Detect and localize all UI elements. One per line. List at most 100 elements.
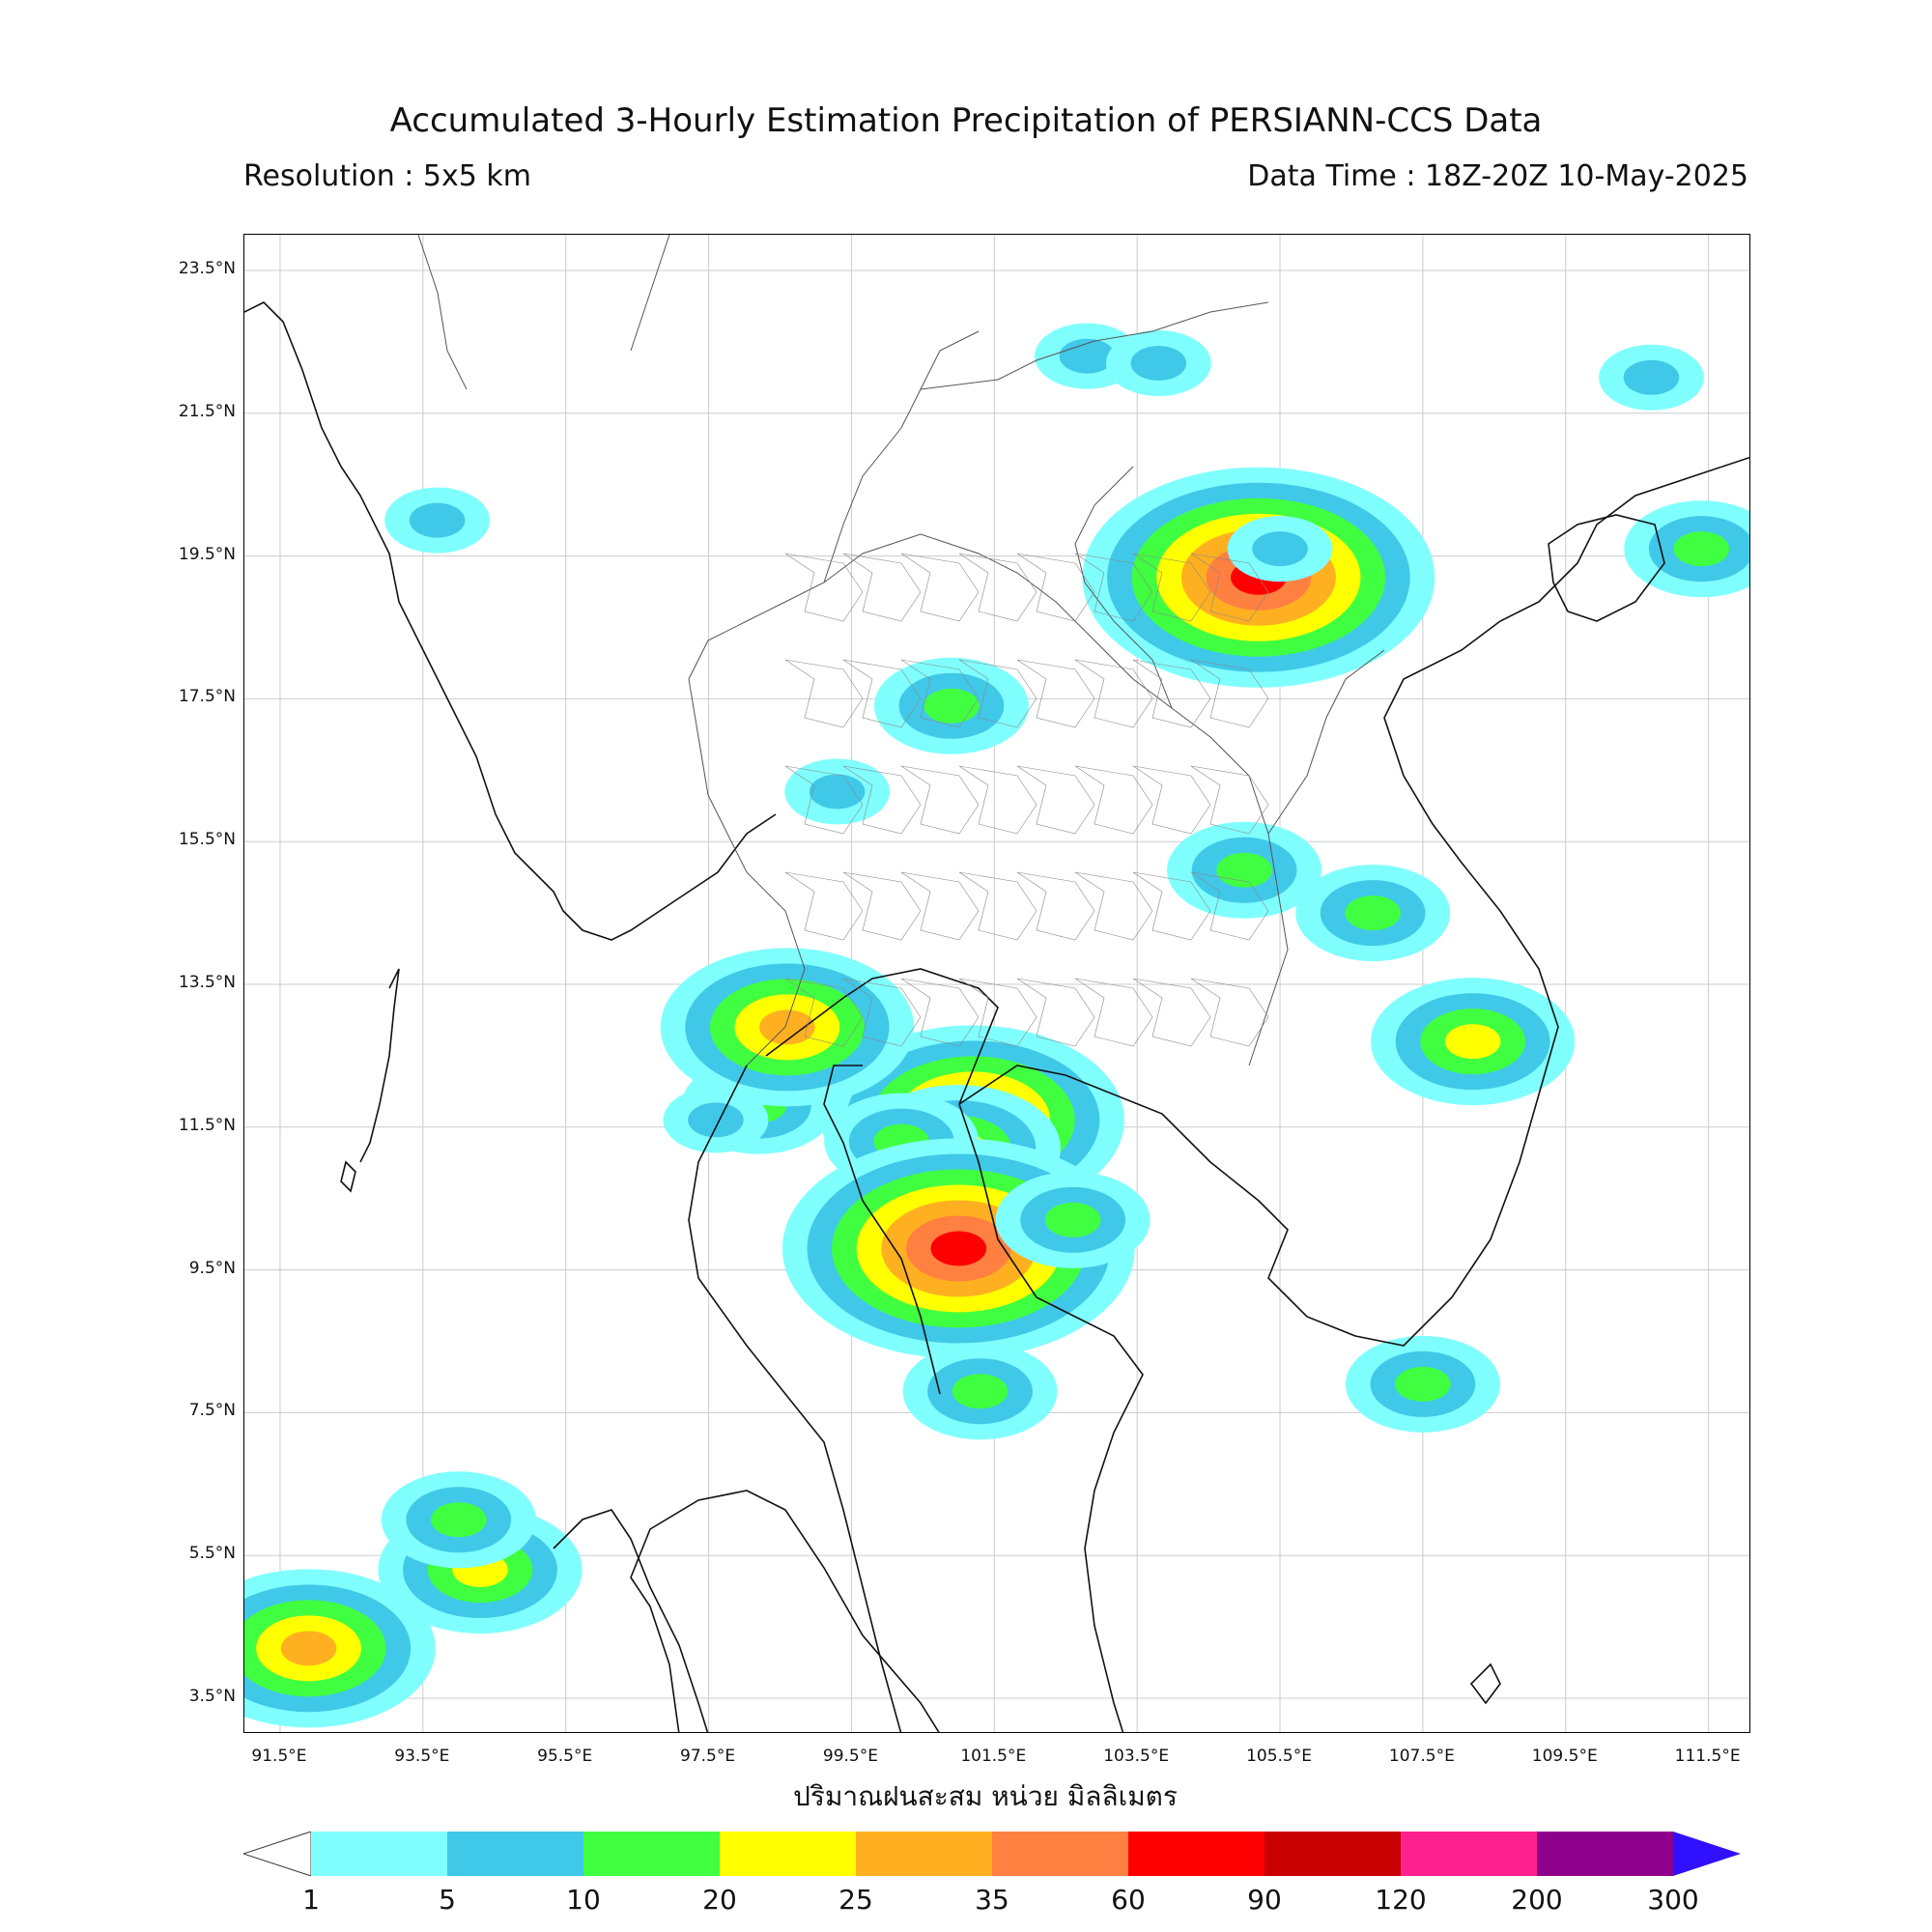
province-boundary xyxy=(900,553,980,622)
precip-cell xyxy=(1624,500,1749,598)
country-borders xyxy=(417,235,1385,1066)
colorbar-tick-label: 200 xyxy=(1511,1884,1563,1916)
province-boundary xyxy=(958,659,1037,728)
lon-tick-label: 107.5°E xyxy=(1388,1747,1455,1766)
precip-cell xyxy=(784,758,891,825)
colorbar-over-arrow xyxy=(1673,1832,1741,1876)
precip-cell xyxy=(1345,1335,1500,1433)
lat-tick-label: 23.5°N xyxy=(178,258,236,278)
colorbar-segment xyxy=(992,1832,1128,1876)
lon-tick-label: 93.5°E xyxy=(394,1747,450,1766)
lon-tick-label: 109.5°E xyxy=(1531,1747,1598,1766)
data-time-label: Data Time : 18Z-20Z 10-May-2025 xyxy=(1247,159,1748,193)
province-boundary xyxy=(842,871,922,941)
precip-cell xyxy=(902,1343,1058,1440)
colorbar-segment xyxy=(856,1832,992,1876)
precip-contour xyxy=(280,1631,337,1666)
province-boundary xyxy=(900,978,980,1047)
colorbar-tick-label: 300 xyxy=(1647,1884,1699,1916)
precip-cell xyxy=(381,1471,536,1569)
province-boundary xyxy=(784,553,864,622)
colorbar-segment xyxy=(1128,1832,1264,1876)
province-boundary xyxy=(1132,553,1211,622)
province-boundary xyxy=(1074,553,1153,622)
precip-contour xyxy=(952,1374,1009,1409)
precip-contour xyxy=(1216,852,1272,888)
province-boundary xyxy=(842,765,922,835)
province-boundary xyxy=(842,978,922,1047)
precip-contour xyxy=(923,688,980,724)
province-boundary xyxy=(1190,871,1269,941)
province-boundary xyxy=(1016,659,1095,728)
province-boundary xyxy=(1132,659,1211,728)
province-boundary xyxy=(1016,871,1095,941)
precip-contour xyxy=(1044,1202,1101,1237)
province-boundary xyxy=(1074,659,1153,728)
colorbar-tick-label: 90 xyxy=(1247,1884,1282,1916)
province-boundary xyxy=(1190,553,1269,622)
precip-cell xyxy=(660,948,915,1107)
lon-tick-label: 95.5°E xyxy=(537,1747,593,1766)
province-boundary xyxy=(1016,765,1095,835)
province-boundary xyxy=(784,659,864,728)
colorbar xyxy=(243,1832,1741,1876)
precip-contour xyxy=(930,1231,987,1266)
lat-tick-label: 9.5°N xyxy=(188,1258,236,1278)
lon-tick-label: 105.5°E xyxy=(1246,1747,1312,1766)
lon-tick-label: 103.5°E xyxy=(1103,1747,1170,1766)
precip-contour xyxy=(759,1009,815,1045)
colorbar-segment xyxy=(583,1832,720,1876)
lat-tick-label: 21.5°N xyxy=(178,401,236,421)
province-boundary xyxy=(1132,978,1211,1047)
precip-cell xyxy=(1371,978,1576,1106)
coastlines xyxy=(244,301,1749,1732)
colorbar-tick-label: 5 xyxy=(439,1884,456,1916)
colorbar-segment xyxy=(1537,1832,1673,1876)
lat-tick-label: 7.5°N xyxy=(188,1401,236,1421)
colorbar-segment xyxy=(311,1832,447,1876)
precip-cell xyxy=(663,1087,769,1153)
province-boundary xyxy=(900,871,980,941)
province-boundary xyxy=(1190,978,1269,1047)
province-boundary xyxy=(784,978,864,1047)
precip-contour xyxy=(688,1102,744,1138)
lon-tick-label: 99.5°E xyxy=(822,1747,878,1766)
precipitation-map xyxy=(244,235,1749,1732)
province-boundary xyxy=(1016,553,1095,622)
province-boundary xyxy=(958,553,1037,622)
province-boundary xyxy=(1190,765,1269,835)
lat-tick-label: 11.5°N xyxy=(178,1115,236,1135)
precip-contour xyxy=(1130,346,1187,382)
precip-contour xyxy=(431,1502,487,1538)
province-boundary xyxy=(1074,978,1153,1047)
precip-contour xyxy=(1059,338,1116,374)
province-boundary xyxy=(1132,871,1211,941)
resolution-label: Resolution : 5x5 km xyxy=(243,159,531,193)
lon-tick-label: 91.5°E xyxy=(251,1747,307,1766)
colorbar-tick-label: 120 xyxy=(1375,1884,1427,1916)
province-boundary xyxy=(1190,659,1269,728)
province-boundary xyxy=(958,765,1037,835)
province-boundary xyxy=(784,871,864,941)
colorbar-tick-label: 20 xyxy=(702,1884,737,1916)
province-boundary xyxy=(900,765,980,835)
precip-cell xyxy=(1227,516,1333,582)
colorbar-segment xyxy=(447,1832,583,1876)
precip-contour xyxy=(1252,531,1308,567)
x-axis-label: ปริมาณฝนสะสม หน่วย มิลลิเมตร xyxy=(793,1780,1178,1812)
colorbar-segment xyxy=(1401,1832,1537,1876)
precip-contour xyxy=(1345,895,1401,931)
colorbar-segment xyxy=(1264,1832,1401,1876)
province-boundary xyxy=(900,659,980,728)
province-boundary xyxy=(1074,765,1153,835)
colorbar-segment xyxy=(720,1832,856,1876)
precip-cell xyxy=(244,1569,436,1728)
lat-tick-label: 17.5°N xyxy=(178,687,236,707)
precip-cell xyxy=(384,487,491,554)
precip-contour xyxy=(1623,359,1680,395)
precip-cell xyxy=(1295,865,1451,962)
precipitation-layer xyxy=(244,323,1749,1728)
lon-tick-label: 97.5°E xyxy=(680,1747,736,1766)
province-boundary xyxy=(958,871,1037,941)
map-panel[interactable] xyxy=(243,234,1750,1733)
